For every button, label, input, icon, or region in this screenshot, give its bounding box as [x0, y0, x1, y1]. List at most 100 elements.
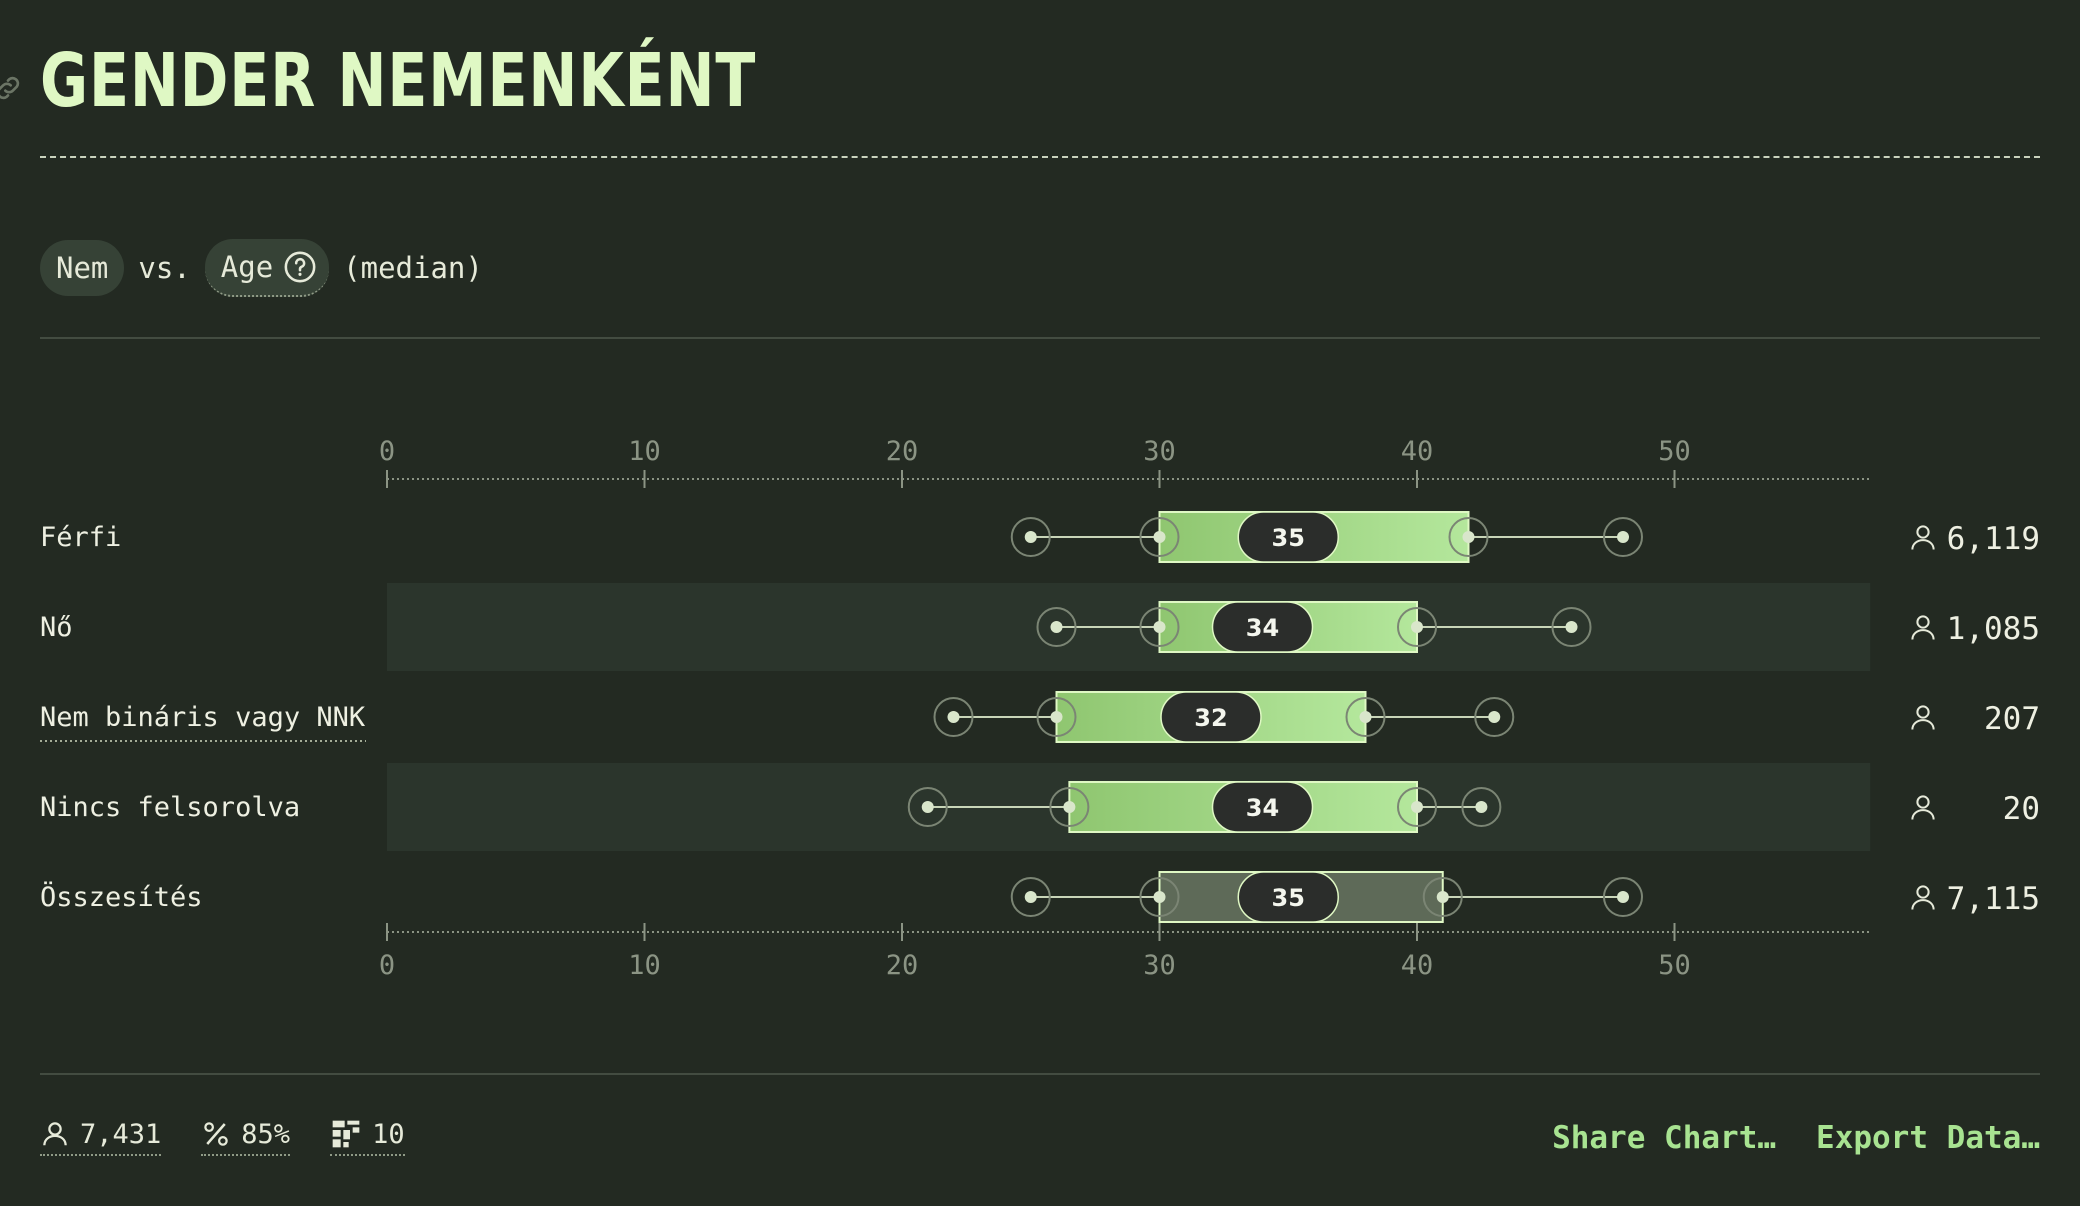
tick-label: 10 — [628, 950, 661, 981]
point-max — [1475, 801, 1488, 813]
point-ring-min — [933, 697, 974, 737]
point-q1 — [1063, 801, 1076, 813]
tick-label: 30 — [1143, 436, 1176, 467]
point-q3 — [1436, 891, 1449, 903]
point-ring-q1 — [1139, 607, 1180, 647]
point-ring-q3 — [1397, 787, 1437, 827]
chart-actions: Share Chart… Export Data… — [1552, 1120, 2040, 1156]
median-label: 35 — [1272, 524, 1305, 552]
point-max — [1488, 711, 1501, 723]
person-icon-head — [1916, 525, 1930, 539]
point-ring-max — [1461, 787, 1502, 827]
tick-label: 50 — [1658, 950, 1691, 981]
point-ring-q1 — [1036, 697, 1077, 737]
questions-icon — [332, 1120, 360, 1148]
point-q3 — [1411, 621, 1423, 633]
median-pill — [1211, 781, 1314, 833]
median-pill — [1237, 511, 1339, 563]
respondents-stat[interactable]: 7,431 — [40, 1118, 162, 1156]
x-axis-bottom: 0 10 20 30 40 50 — [379, 923, 1871, 981]
point-ring-q3 — [1422, 877, 1463, 917]
point-min — [921, 801, 934, 813]
field-pill-gender[interactable]: Nem — [40, 240, 125, 296]
questions-count: 10 — [372, 1118, 405, 1150]
point-ring-q1 — [1049, 787, 1090, 827]
title-divider — [40, 156, 2040, 158]
person-icon — [1911, 615, 1935, 640]
point-q3 — [1359, 711, 1372, 723]
x-axis-top: 0 10 20 30 40 50 — [379, 436, 1871, 488]
median-pill — [1237, 871, 1339, 923]
box-row: Nem bináris vagy NNK 32 207 — [40, 691, 2040, 743]
person-icon — [1911, 705, 1935, 730]
aggregation-label: (median) — [343, 251, 483, 285]
point-ring-min — [1010, 517, 1051, 557]
vs-label: vs. — [138, 251, 191, 285]
point-q3 — [1462, 531, 1475, 543]
row-count: 207 — [1984, 701, 2040, 737]
point-q1 — [1153, 621, 1166, 633]
point-max — [1565, 621, 1578, 633]
point-max — [1617, 531, 1629, 543]
export-data-button[interactable]: Export Data… — [1816, 1120, 2040, 1156]
median-label: 34 — [1246, 794, 1279, 822]
percent-icon — [204, 1122, 229, 1146]
tick-label: 40 — [1401, 950, 1434, 981]
point-ring-max — [1551, 607, 1592, 647]
tick-label: 0 — [379, 436, 395, 467]
point-min — [1024, 531, 1037, 543]
point-min — [1024, 891, 1037, 903]
field-pill-age[interactable]: Age — [204, 239, 330, 297]
point-q1 — [1153, 531, 1166, 543]
point-min — [947, 711, 960, 723]
respondents-count: 7,431 — [80, 1118, 162, 1150]
section-divider-bottom — [40, 1073, 2040, 1075]
questions-stat[interactable]: 10 — [330, 1118, 405, 1156]
person-icon — [1911, 885, 1935, 910]
row-label: Férfi — [40, 522, 121, 553]
median-pill — [1160, 691, 1262, 743]
percent-value: 85% — [241, 1118, 291, 1150]
row-label: Nem bináris vagy NNK — [40, 702, 366, 733]
point-q3 — [1411, 801, 1423, 813]
point-ring-min — [1010, 877, 1051, 917]
person-icon-body — [1911, 629, 1935, 640]
point-ring-max — [1474, 697, 1515, 737]
row-label: Összesítés — [40, 881, 203, 913]
point-ring-q1 — [1139, 517, 1180, 557]
summary-stats: 7,431 85% 10 — [40, 1118, 405, 1156]
page-title: GENDER NEMENKÉNT — [40, 38, 757, 124]
percent-stat[interactable]: 85% — [201, 1118, 291, 1156]
person-icon-body — [1911, 809, 1935, 820]
field-pill-age-label: Age — [220, 250, 274, 284]
point-ring-q3 — [1397, 607, 1437, 647]
box-row: Nő 34 1,085 — [40, 601, 2040, 653]
tick-label: 0 — [379, 950, 395, 981]
median-label: 34 — [1246, 614, 1279, 642]
field-pill-gender-label: Nem — [56, 251, 109, 285]
person-icon-body — [1911, 719, 1935, 730]
row-count: 20 — [2003, 791, 2040, 827]
help-icon[interactable] — [283, 250, 317, 284]
person-icon-head — [1916, 705, 1930, 719]
person-icon-body — [1911, 899, 1935, 910]
row-count: 1,085 — [1947, 611, 2040, 647]
median-label: 32 — [1194, 704, 1227, 732]
row-count: 7,115 — [1947, 881, 2040, 917]
person-icon — [43, 1122, 67, 1146]
point-min — [1050, 621, 1063, 633]
person-icon — [1911, 795, 1935, 820]
link-icon[interactable] — [0, 72, 24, 104]
tick-label: 20 — [886, 436, 919, 467]
person-icon-head — [1916, 795, 1930, 809]
box-row: Nincs felsorolva 34 20 — [40, 781, 2040, 833]
box-row: Összesítés 35 7,115 — [40, 871, 2040, 923]
point-ring-min — [907, 787, 948, 827]
point-max — [1617, 891, 1629, 903]
point-q1 — [1050, 711, 1063, 723]
point-ring-q3 — [1345, 697, 1386, 737]
person-icon-body — [1911, 539, 1935, 550]
point-ring-q3 — [1448, 517, 1489, 557]
row-label: Nő — [40, 612, 73, 643]
share-chart-button[interactable]: Share Chart… — [1552, 1120, 1777, 1156]
